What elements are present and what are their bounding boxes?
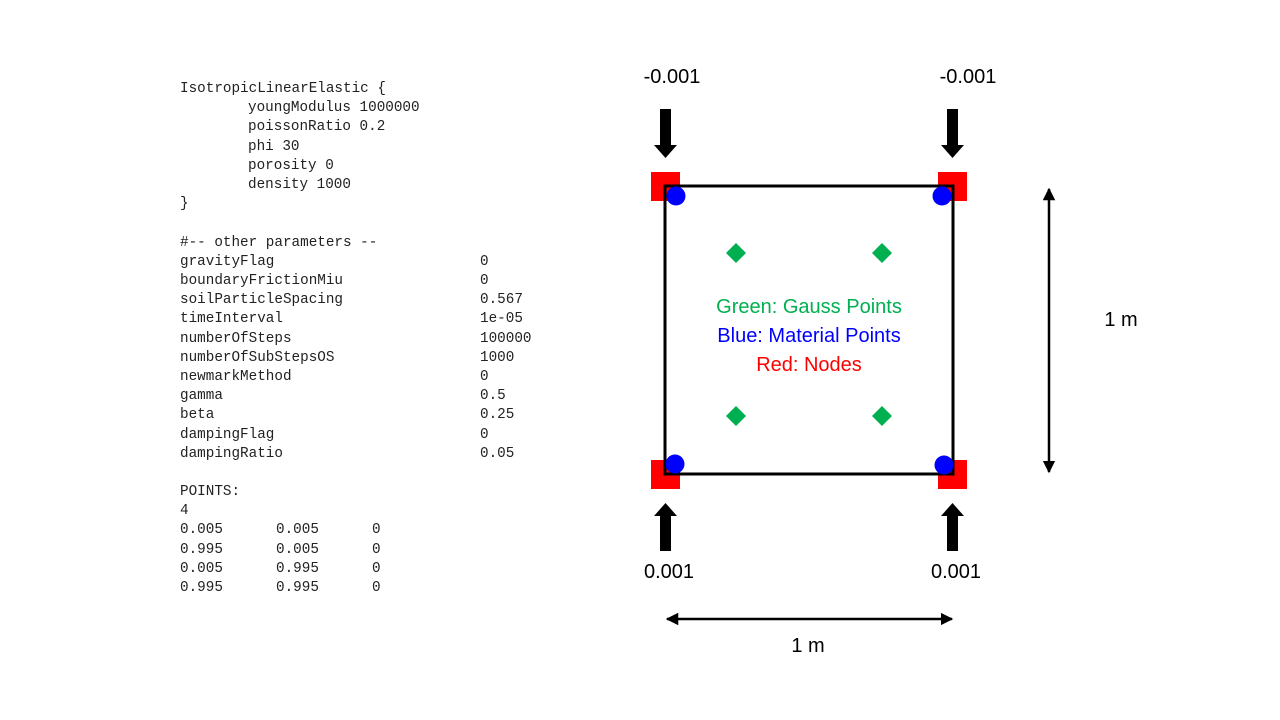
load-arrow-top-left [654, 109, 677, 158]
param-name: dampingFlag [180, 426, 275, 443]
point-z: 0 [372, 580, 381, 597]
material-prop-porosity: porosity 0 [248, 157, 334, 174]
points-count: 4 [180, 503, 189, 520]
load-arrow-bottom-left [654, 503, 677, 551]
param-row: soilParticleSpacing 0.567 [180, 291, 531, 310]
param-value: 0 [480, 368, 489, 385]
param-name: numberOfSubStepsOS [180, 349, 335, 366]
gauss-point-bottom-left [726, 406, 746, 426]
load-label-top-right: -0.001 [940, 66, 997, 88]
point-z: 0 [372, 522, 381, 539]
material-point-top-left [666, 186, 686, 206]
material-header: IsotropicLinearElastic { [180, 81, 386, 97]
point-row: 0.995 0.995 0 [180, 579, 531, 598]
point-row: 0.995 0.005 0 [180, 541, 531, 560]
material-prop-phi: phi 30 [248, 138, 300, 155]
load-label-bottom-left: 0.001 [644, 561, 694, 583]
param-row: boundaryFrictionMiu 0 [180, 272, 531, 291]
param-row: dampingFlag 0 [180, 426, 531, 445]
point-x: 0.995 [180, 541, 223, 558]
gauss-point-top-right [872, 243, 892, 263]
material-point-bottom-right [934, 455, 954, 475]
param-value: 0 [480, 253, 489, 270]
point-y: 0.995 [276, 560, 319, 577]
load-arrow-top-right [941, 109, 964, 158]
legend-nodes: Red: Nodes [756, 354, 862, 376]
dimension-label-horizontal: 1 m [791, 635, 824, 657]
param-row: numberOfSteps 100000 [180, 330, 531, 349]
material-prop-young-modulus: youngModulus 1000000 [248, 100, 420, 117]
point-x: 0.995 [180, 580, 223, 597]
param-name: timeInterval [180, 311, 283, 328]
param-row: timeInterval 1e-05 [180, 310, 531, 329]
element-boundary [663, 184, 955, 476]
param-name: newmarkMethod [180, 368, 292, 385]
param-name: gamma [180, 388, 223, 405]
param-value: 0.25 [480, 407, 515, 424]
param-name: numberOfSteps [180, 330, 292, 347]
param-name: dampingRatio [180, 445, 283, 462]
param-value: 100000 [480, 330, 532, 347]
param-value: 0.05 [480, 445, 515, 462]
point-y: 0.005 [276, 541, 319, 558]
param-name: beta [180, 407, 215, 424]
load-label-top-left: -0.001 [644, 66, 701, 88]
param-row: beta 0.25 [180, 406, 531, 425]
param-value: 1000 [480, 349, 515, 366]
material-prop-density: density 1000 [248, 176, 351, 193]
param-value: 0 [480, 272, 489, 289]
point-row: 0.005 0.995 0 [180, 560, 531, 579]
point-row: 0.005 0.005 0 [180, 521, 531, 540]
material-point-bottom-left [665, 454, 685, 474]
params-comment: #-- other parameters -- [180, 234, 378, 251]
load-arrow-bottom-right [941, 503, 964, 551]
point-x: 0.005 [180, 560, 223, 577]
gauss-point-bottom-right [872, 406, 892, 426]
point-x: 0.005 [180, 522, 223, 539]
param-value: 0.567 [480, 292, 523, 309]
material-close: } [180, 196, 189, 213]
param-row: gravityFlag 0 [180, 253, 531, 272]
param-name: boundaryFrictionMiu [180, 272, 344, 289]
param-row: newmarkMethod 0 [180, 368, 531, 387]
load-label-bottom-right: 0.001 [931, 561, 981, 583]
legend-gauss-points: Green: Gauss Points [716, 296, 902, 318]
points-header: POINTS: [180, 484, 241, 501]
point-y: 0.005 [276, 522, 319, 539]
point-z: 0 [372, 560, 381, 577]
point-z: 0 [372, 541, 381, 558]
input-file-listing: IsotropicLinearElastic { youngModulus 10… [180, 80, 531, 598]
param-row: dampingRatio 0.05 [180, 445, 531, 464]
param-name: soilParticleSpacing [180, 292, 344, 309]
gauss-point-top-left [726, 243, 746, 263]
legend-material-points: Blue: Material Points [717, 325, 900, 347]
param-row: numberOfSubStepsOS 1000 [180, 349, 531, 368]
param-row: gamma 0.5 [180, 387, 531, 406]
param-name: gravityFlag [180, 253, 275, 270]
param-value: 0.5 [480, 388, 506, 405]
dimension-label-vertical: 1 m [1104, 309, 1137, 331]
material-prop-poisson-ratio: poissonRatio 0.2 [248, 119, 386, 136]
param-value: 0 [480, 426, 489, 443]
material-point-top-right [932, 186, 952, 206]
param-value: 1e-05 [480, 311, 523, 328]
point-y: 0.995 [276, 580, 319, 597]
